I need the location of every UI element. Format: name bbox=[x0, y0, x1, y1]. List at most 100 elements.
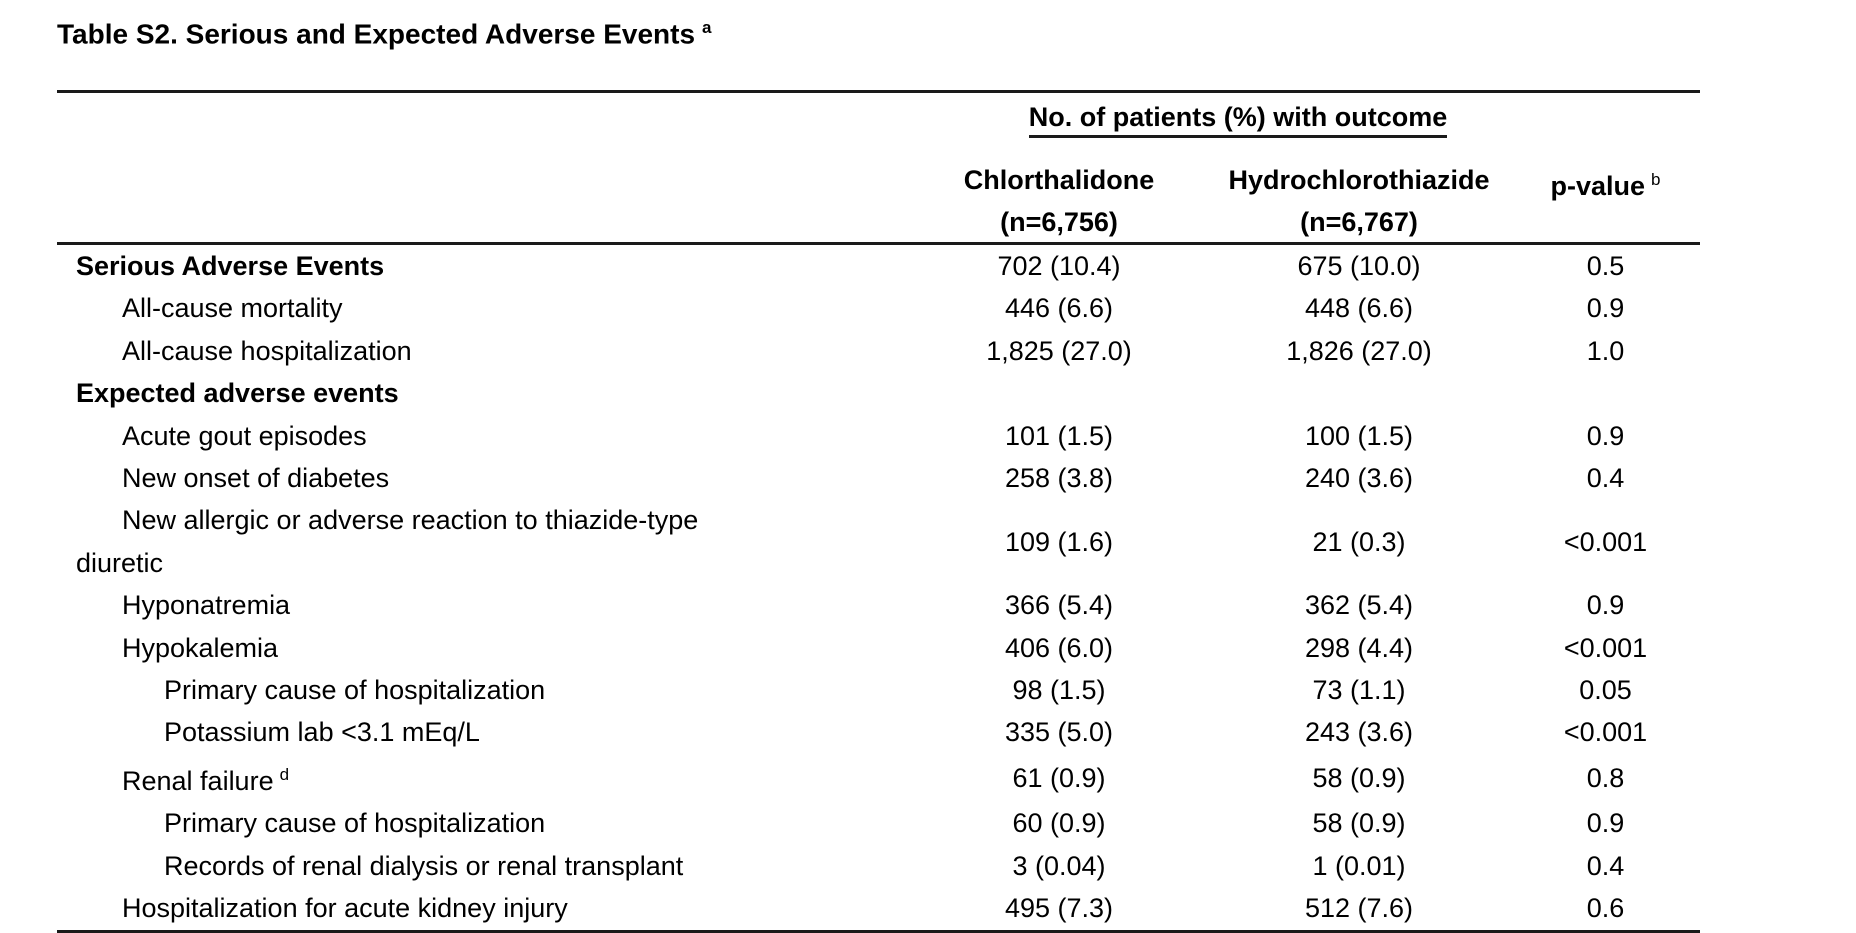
row-label-text: Primary cause of hospitalization bbox=[164, 675, 546, 706]
column-header-chlorthalidone-label: Chlorthalidone bbox=[963, 165, 1155, 195]
row-label-cell: Serious Adverse Events bbox=[57, 245, 911, 287]
table-row: New allergic or adverse reaction to thia… bbox=[57, 499, 1700, 584]
row-label-text: Renal failure bbox=[122, 765, 274, 796]
hydrochlorothiazide-value-cell: 675 (10.0) bbox=[1297, 251, 1421, 281]
row-label-cell: Hospitalization for acute kidney injury bbox=[57, 887, 911, 929]
p-value-cell: 0.4 bbox=[1586, 850, 1625, 881]
hydrochlorothiazide-value-cell: 21 (0.3) bbox=[1312, 526, 1406, 557]
column-header-hydrochlorothiazide-label: Hydrochlorothiazide bbox=[1228, 165, 1490, 195]
p-value-cell: <0.001 bbox=[1563, 717, 1648, 748]
chlorthalidone-value-cell: 3 (0.04) bbox=[1012, 850, 1106, 881]
row-label-cell: All-cause hospitalization bbox=[57, 330, 911, 372]
p-value-cell: 0.9 bbox=[1586, 808, 1625, 839]
p-value-cell: 0.9 bbox=[1586, 590, 1625, 621]
chlorthalidone-value-cell: 446 (6.6) bbox=[1004, 293, 1114, 324]
row-label-text: All-cause hospitalization bbox=[122, 335, 412, 366]
row-label-cell: Primary cause of hospitalization bbox=[57, 669, 911, 711]
row-label: Expected adverse events bbox=[57, 372, 911, 414]
column-headers: Chlorthalidone (n=6,756) Hydrochlorothia… bbox=[57, 159, 1700, 243]
row-label: Hypokalemia bbox=[57, 627, 911, 669]
row-label-cell: New allergic or adverse reaction to thia… bbox=[57, 499, 911, 584]
row-label-text: Expected adverse events bbox=[76, 378, 399, 409]
row-label: New onset of diabetes bbox=[57, 457, 911, 499]
column-header-hydrochlorothiazide-n: (n=6,767) bbox=[1300, 207, 1418, 237]
row-label: New allergic or adverse reaction to thia… bbox=[57, 499, 911, 541]
row-label-text: Potassium lab <3.1 mEq/L bbox=[164, 717, 480, 748]
row-label: Acute gout episodes bbox=[57, 415, 911, 457]
row-label-text: Primary cause of hospitalization bbox=[164, 808, 546, 839]
table-body: Serious Adverse Events 702 (10.4) 675 (10.… bbox=[57, 245, 1700, 933]
column-header-p-value: p-value b bbox=[1511, 159, 1700, 243]
column-header-p-value-label: p-value b bbox=[1511, 159, 1700, 207]
table-row: Primary cause of hospitalization 60 (0.9)… bbox=[57, 802, 1700, 844]
row-label-text: Serious Adverse Events bbox=[76, 251, 385, 281]
row-label-text: Records of renal dialysis or renal trans… bbox=[164, 850, 684, 881]
row-label-text: Hospitalization for acute kidney injury bbox=[122, 893, 568, 924]
row-label: Primary cause of hospitalization bbox=[57, 669, 911, 711]
chlorthalidone-value-cell: 109 (1.6) bbox=[1004, 526, 1114, 557]
row-label-text: All-cause mortality bbox=[122, 293, 343, 324]
hydrochlorothiazide-value-cell: 73 (1.1) bbox=[1312, 675, 1406, 706]
table-row: Hypokalemia 406 (6.0) 298 (4.4) <0.001 bbox=[57, 627, 1700, 669]
chlorthalidone-value-cell: 60 (0.9) bbox=[1012, 808, 1106, 839]
row-label: All-cause mortality bbox=[57, 287, 911, 329]
hydrochlorothiazide-value-cell: 512 (7.6) bbox=[1304, 893, 1414, 924]
row-label: Records of renal dialysis or renal trans… bbox=[57, 845, 911, 887]
chlorthalidone-value-cell: 258 (3.8) bbox=[1004, 463, 1114, 494]
row-label-continuation: diuretic bbox=[76, 547, 164, 578]
hydrochlorothiazide-value-cell: 448 (6.6) bbox=[1304, 293, 1414, 324]
spanner-header-text: No. of patients (%) with outcome bbox=[1028, 102, 1448, 138]
table-row: Hyponatremia 366 (5.4) 362 (5.4) 0.9 bbox=[57, 584, 1700, 626]
table-row: All-cause hospitalization 1,825 (27.0) 1,8… bbox=[57, 330, 1700, 372]
column-header-chlorthalidone-n: (n=6,756) bbox=[1000, 207, 1118, 237]
table-row: New onset of diabetes 258 (3.8) 240 (3.6) 0… bbox=[57, 457, 1700, 499]
row-label-text: Acute gout episodes bbox=[122, 420, 367, 451]
row-label-cell: Expected adverse events bbox=[57, 372, 911, 414]
p-value-cell: 0.05 bbox=[1579, 675, 1632, 706]
row-label-cell: Renal failure d bbox=[57, 754, 911, 802]
row-label-text: Hypokalemia bbox=[122, 632, 279, 663]
row-label: Potassium lab <3.1 mEq/L bbox=[57, 711, 911, 753]
row-label: Serious Adverse Events bbox=[57, 245, 911, 287]
table-row: Potassium lab <3.1 mEq/L 335 (5.0) 243 (3.… bbox=[57, 711, 1700, 753]
p-value-footnote-marker: b bbox=[1651, 170, 1661, 189]
table-row: All-cause mortality 446 (6.6) 448 (6.6) 0.9 bbox=[57, 287, 1700, 329]
spanner-header: No. of patients (%) with outcome bbox=[828, 102, 1648, 138]
row-label-footnote-marker: d bbox=[279, 764, 290, 784]
row-label: Hyponatremia bbox=[57, 584, 911, 626]
table-row: Renal failure d 61 (0.9) 58 (0.9) 0.8 bbox=[57, 754, 1700, 802]
p-value-cell: 0.5 bbox=[1586, 251, 1625, 281]
hydrochlorothiazide-value-cell: 58 (0.9) bbox=[1312, 762, 1406, 793]
row-label-cell: Acute gout episodes bbox=[57, 415, 911, 457]
adverse-events-table: No. of patients (%) with outcome Chlorth… bbox=[57, 90, 1700, 933]
table-row: Records of renal dialysis or renal trans… bbox=[57, 845, 1700, 887]
row-label: Primary cause of hospitalization bbox=[57, 802, 911, 844]
hydrochlorothiazide-value-cell: 1 (0.01) bbox=[1312, 850, 1406, 881]
p-value-cell: 1.0 bbox=[1586, 335, 1625, 366]
p-value-cell: 0.9 bbox=[1586, 420, 1625, 451]
p-value-text: p-value bbox=[1550, 171, 1646, 201]
table-title: Table S2. Serious and Expected Adverse E… bbox=[57, 18, 712, 50]
p-value-cell: 0.9 bbox=[1586, 293, 1625, 324]
chlorthalidone-value-cell: 366 (5.4) bbox=[1004, 590, 1114, 621]
p-value-cell: 0.4 bbox=[1586, 463, 1625, 494]
table-header: No. of patients (%) with outcome Chlorth… bbox=[57, 90, 1700, 245]
chlorthalidone-value-cell: 702 (10.4) bbox=[997, 251, 1121, 281]
row-label: Hospitalization for acute kidney injury bbox=[57, 887, 911, 929]
row-label-text: New onset of diabetes bbox=[122, 463, 390, 494]
chlorthalidone-value-cell: 61 (0.9) bbox=[1012, 762, 1106, 793]
hydrochlorothiazide-value-cell: 240 (3.6) bbox=[1304, 463, 1414, 494]
table-row: Serious Adverse Events 702 (10.4) 675 (10.… bbox=[57, 245, 1700, 287]
row-label-cell: All-cause mortality bbox=[57, 287, 911, 329]
chlorthalidone-value-cell: 406 (6.0) bbox=[1004, 632, 1114, 663]
chlorthalidone-value-cell: 101 (1.5) bbox=[1004, 420, 1114, 451]
row-label-cell: Records of renal dialysis or renal trans… bbox=[57, 845, 911, 887]
row-label-cell: Primary cause of hospitalization bbox=[57, 802, 911, 844]
row-label-column-header bbox=[57, 159, 911, 243]
row-label: Renal failure d bbox=[57, 754, 911, 802]
hydrochlorothiazide-value-cell: 362 (5.4) bbox=[1304, 590, 1414, 621]
chlorthalidone-value-cell: 335 (5.0) bbox=[1004, 717, 1114, 748]
table-row: Primary cause of hospitalization 98 (1.5)… bbox=[57, 669, 1700, 711]
hydrochlorothiazide-value-cell: 58 (0.9) bbox=[1312, 808, 1406, 839]
chlorthalidone-value-cell: 98 (1.5) bbox=[1012, 675, 1106, 706]
